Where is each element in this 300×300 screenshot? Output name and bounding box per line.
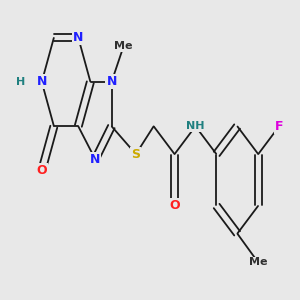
Text: N: N bbox=[73, 31, 83, 44]
Text: O: O bbox=[169, 199, 180, 212]
Text: S: S bbox=[131, 148, 140, 160]
Text: N: N bbox=[90, 153, 101, 166]
Text: NH: NH bbox=[186, 121, 205, 131]
Text: N: N bbox=[37, 75, 47, 88]
Text: H: H bbox=[16, 77, 26, 87]
Text: Me: Me bbox=[115, 41, 133, 51]
Text: Me: Me bbox=[249, 257, 268, 268]
Text: O: O bbox=[37, 164, 47, 177]
Text: N: N bbox=[106, 75, 117, 88]
Text: F: F bbox=[275, 120, 284, 133]
